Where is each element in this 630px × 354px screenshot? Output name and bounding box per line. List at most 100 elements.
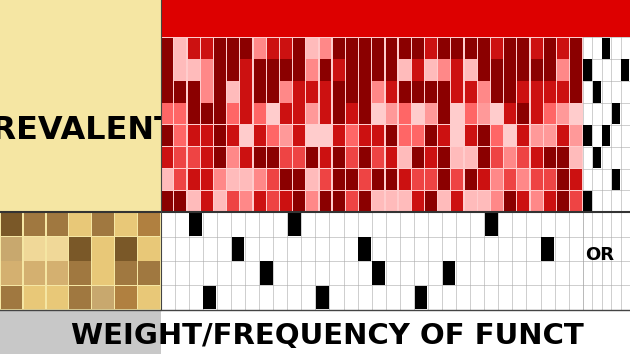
Bar	[465, 38, 477, 59]
Bar	[214, 125, 226, 146]
Bar	[280, 103, 292, 125]
Bar	[372, 191, 384, 212]
Bar	[254, 191, 266, 212]
Bar	[372, 125, 384, 146]
Bar	[399, 125, 411, 146]
Bar	[557, 103, 569, 125]
Bar	[241, 59, 253, 81]
Bar	[139, 213, 160, 236]
Bar	[399, 38, 411, 59]
Bar	[425, 169, 437, 190]
Bar	[346, 59, 358, 81]
Bar	[254, 103, 266, 125]
Bar	[69, 237, 91, 261]
Bar	[570, 191, 582, 212]
Bar	[188, 191, 200, 212]
Bar	[504, 103, 516, 125]
Bar	[443, 261, 455, 285]
Bar	[530, 125, 542, 146]
Bar	[412, 169, 424, 190]
Bar	[227, 59, 239, 81]
Bar	[201, 125, 213, 146]
Bar	[47, 286, 68, 309]
Bar	[372, 169, 384, 190]
Bar	[478, 125, 490, 146]
Bar	[161, 103, 173, 125]
Text: PREVALENT DISTRIBUTION OF FUNCT: PREVALENT DISTRIBUTION OF FUNCT	[0, 115, 630, 147]
Bar	[69, 213, 91, 236]
Bar	[188, 147, 200, 168]
Bar	[425, 147, 437, 168]
Bar	[465, 81, 477, 103]
Bar	[412, 191, 424, 212]
Bar	[333, 103, 345, 125]
Bar	[412, 81, 424, 103]
Bar	[227, 125, 239, 146]
Bar	[386, 81, 398, 103]
Bar	[386, 125, 398, 146]
Bar	[241, 125, 253, 146]
Bar	[161, 147, 173, 168]
Bar	[517, 59, 529, 81]
Bar	[425, 38, 437, 59]
Bar	[115, 213, 137, 236]
Bar	[227, 38, 239, 59]
Bar	[175, 103, 186, 125]
Bar	[358, 237, 371, 261]
Bar	[386, 59, 398, 81]
Bar	[478, 147, 490, 168]
Bar	[452, 59, 464, 81]
Bar	[293, 81, 305, 103]
Bar	[214, 191, 226, 212]
Bar	[293, 38, 305, 59]
Bar	[517, 191, 529, 212]
Bar	[359, 125, 371, 146]
Bar	[293, 59, 305, 81]
Bar	[293, 169, 305, 190]
Bar	[517, 169, 529, 190]
Bar	[319, 38, 331, 59]
Bar	[280, 38, 292, 59]
Bar	[254, 125, 266, 146]
Bar	[69, 261, 91, 285]
Bar	[570, 103, 582, 125]
Bar	[175, 125, 186, 146]
Text: OR: OR	[585, 246, 614, 264]
Bar	[254, 59, 266, 81]
Bar	[557, 191, 569, 212]
Bar	[1, 261, 22, 285]
Bar	[485, 213, 498, 236]
Bar	[267, 125, 278, 146]
Bar	[583, 125, 592, 146]
Bar	[438, 147, 450, 168]
Bar	[452, 103, 464, 125]
Bar	[465, 59, 477, 81]
Bar	[288, 213, 301, 236]
Bar	[425, 59, 437, 81]
Bar	[254, 38, 266, 59]
Bar	[201, 81, 213, 103]
Bar	[544, 169, 556, 190]
Bar	[602, 38, 610, 59]
Bar	[23, 261, 45, 285]
Bar	[570, 59, 582, 81]
Bar	[359, 59, 371, 81]
Bar	[399, 147, 411, 168]
Bar	[319, 59, 331, 81]
Bar	[346, 169, 358, 190]
Bar	[139, 261, 160, 285]
Bar	[232, 237, 244, 261]
Bar	[241, 81, 253, 103]
Bar	[254, 169, 266, 190]
Bar	[386, 103, 398, 125]
Bar	[23, 213, 45, 236]
Bar	[412, 147, 424, 168]
Bar	[593, 147, 601, 168]
Bar	[306, 38, 318, 59]
Bar	[333, 59, 345, 81]
Bar	[69, 286, 91, 309]
Bar	[504, 81, 516, 103]
Bar	[190, 213, 202, 236]
Bar	[415, 286, 427, 309]
Bar	[570, 147, 582, 168]
